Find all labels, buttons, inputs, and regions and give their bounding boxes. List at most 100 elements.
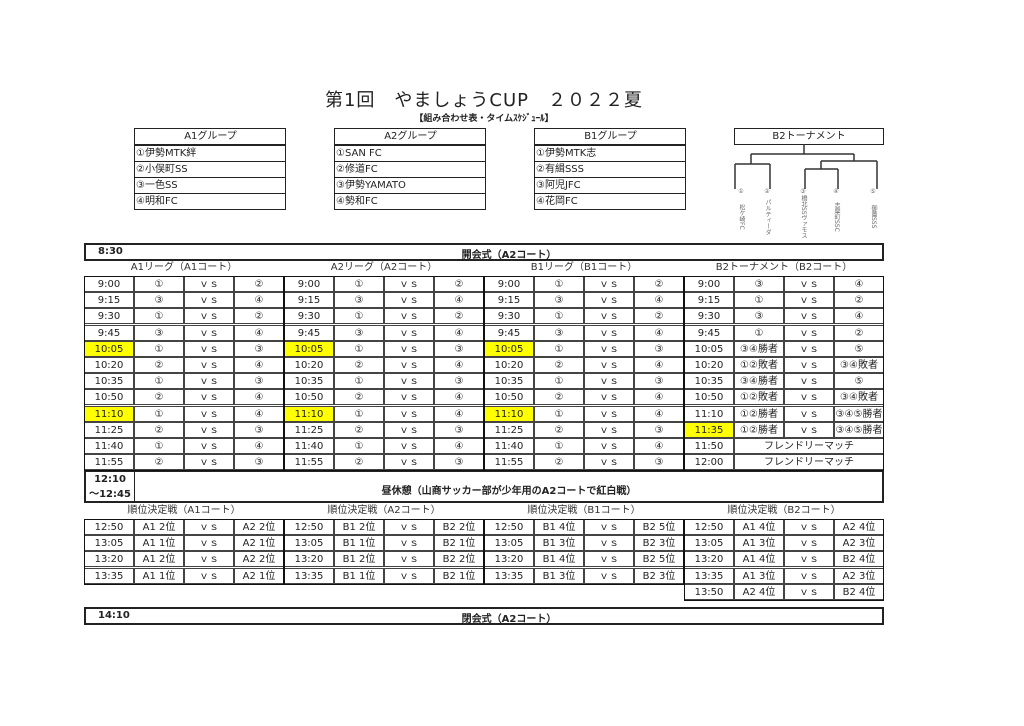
- match-time: 13:35: [484, 567, 534, 584]
- team-slot: ③: [134, 324, 184, 341]
- team-slot: B2 1位: [434, 535, 484, 552]
- match-time: 11:25: [284, 421, 334, 438]
- team-slot: B2 1位: [434, 567, 484, 584]
- b2-tournament-title: B2トーナメント: [734, 128, 884, 145]
- team-slot: ④: [634, 324, 684, 341]
- team-slot: A2 1位: [234, 567, 284, 584]
- team-slot: ③: [534, 292, 584, 309]
- vs-label: ｖｓ: [584, 567, 634, 584]
- group-team: ③阿児JFC: [535, 177, 685, 193]
- match-time: 9:30: [84, 308, 134, 325]
- team-slot: ④: [634, 389, 684, 406]
- friendly-match: フレンドリーマッチ: [734, 438, 884, 454]
- team-slot: A1 4位: [734, 551, 784, 568]
- match-time: 11:35: [684, 421, 734, 438]
- team-slot: ④: [834, 276, 884, 292]
- match-time: 11:10: [484, 405, 534, 422]
- team-slot: ①: [534, 276, 584, 292]
- vs-label: ｖｓ: [584, 551, 634, 568]
- match-time: 11:25: [484, 421, 534, 438]
- vs-label: ｖｓ: [584, 373, 634, 390]
- match-time: 9:30: [484, 308, 534, 325]
- vs-label: ｖｓ: [584, 324, 634, 341]
- vs-label: ｖｓ: [384, 373, 434, 390]
- team-slot: ④: [434, 324, 484, 341]
- vs-label: ｖｓ: [384, 535, 434, 552]
- team-slot: B1 4位: [534, 519, 584, 535]
- group-team: ③一色SS: [135, 177, 285, 193]
- lunch-time: 12:10 ～12:45: [86, 472, 135, 501]
- team-slot: ③④勝者: [734, 373, 784, 390]
- match-time: 13:05: [284, 535, 334, 552]
- vs-label: ｖｓ: [584, 357, 634, 373]
- vs-label: ｖｓ: [384, 567, 434, 584]
- team-slot: ③: [334, 324, 384, 341]
- match-time: 11:40: [84, 438, 134, 454]
- match-time: 10:35: [684, 373, 734, 390]
- team-slot: ①: [534, 340, 584, 357]
- team-slot: A1 1位: [134, 535, 184, 552]
- team-slot: ④: [634, 292, 684, 309]
- team-slot: ③: [134, 292, 184, 309]
- team-slot: ④: [234, 405, 284, 422]
- group-table: A1グループ ①伊勢MTK絆 ②小俣町SS ③一色SS ④明和FC: [134, 128, 286, 210]
- vs-label: ｖｓ: [584, 438, 634, 454]
- bracket-team-number: ④: [833, 188, 839, 195]
- vs-label: ｖｓ: [384, 324, 434, 341]
- match-time: 11:50: [684, 438, 734, 454]
- team-slot: ③: [334, 292, 384, 309]
- team-slot: ④: [434, 438, 484, 454]
- team-slot: A1 2位: [134, 551, 184, 568]
- vs-label: ｖｓ: [384, 551, 434, 568]
- closing-ceremony-row: 14:10 閉会式（A2コート）: [84, 607, 884, 625]
- team-slot: ①: [134, 405, 184, 422]
- team-slot: B2 5位: [634, 519, 684, 535]
- vs-label: ｖｓ: [584, 454, 634, 471]
- vs-label: ｖｓ: [784, 308, 834, 325]
- vs-label: ｖｓ: [184, 535, 234, 552]
- opening-time: 8:30: [98, 246, 123, 257]
- closing-time: 14:10: [98, 610, 130, 621]
- vs-label: ｖｓ: [784, 340, 834, 357]
- team-slot: ①: [134, 308, 184, 325]
- vs-label: ｖｓ: [184, 405, 234, 422]
- team-slot: ③: [434, 454, 484, 471]
- team-slot: ①: [734, 292, 784, 309]
- team-slot: ②: [834, 292, 884, 309]
- team-slot: ①: [334, 373, 384, 390]
- team-slot: ③: [234, 421, 284, 438]
- match-time: 12:50: [484, 519, 534, 535]
- team-slot: ③④⑤勝者: [834, 421, 884, 438]
- vs-label: ｖｓ: [184, 389, 234, 406]
- team-slot: ③④⑤勝者: [834, 405, 884, 422]
- match-time: 13:20: [84, 551, 134, 568]
- league-header: A1リーグ（A1コート）: [130, 262, 238, 273]
- match-time: 11:10: [684, 405, 734, 422]
- team-slot: ①②勝者: [734, 405, 784, 422]
- team-slot: A1 3位: [734, 567, 784, 584]
- league-header: B2トーナメント（B2コート）: [715, 262, 853, 273]
- match-time: 10:35: [284, 373, 334, 390]
- team-slot: ②: [534, 421, 584, 438]
- bracket-team-name: 志摩町SSC: [833, 202, 840, 232]
- vs-label: ｖｓ: [384, 308, 434, 325]
- match-time: 10:05: [84, 340, 134, 357]
- team-slot: ④: [634, 357, 684, 373]
- team-slot: ③: [534, 324, 584, 341]
- team-slot: ②: [334, 421, 384, 438]
- vs-label: ｖｓ: [384, 389, 434, 406]
- vs-label: ｖｓ: [384, 292, 434, 309]
- ranking-header: 順位決定戦（A2コート）: [327, 505, 441, 516]
- team-slot: B1 3位: [534, 535, 584, 552]
- match-time: 10:20: [684, 357, 734, 373]
- team-slot: B2 4位: [834, 583, 884, 600]
- match-time: 13:35: [684, 567, 734, 584]
- vs-label: ｖｓ: [784, 389, 834, 406]
- team-slot: ③: [434, 340, 484, 357]
- match-time: 12:50: [684, 519, 734, 535]
- bracket-team-number: ①: [738, 188, 744, 195]
- match-time: 11:55: [284, 454, 334, 471]
- team-slot: A1 4位: [734, 519, 784, 535]
- match-time: 11:25: [84, 421, 134, 438]
- group-table: B1グループ ①伊勢MTK志 ②有緝SSS ③阿児JFC ④花岡FC: [534, 128, 686, 210]
